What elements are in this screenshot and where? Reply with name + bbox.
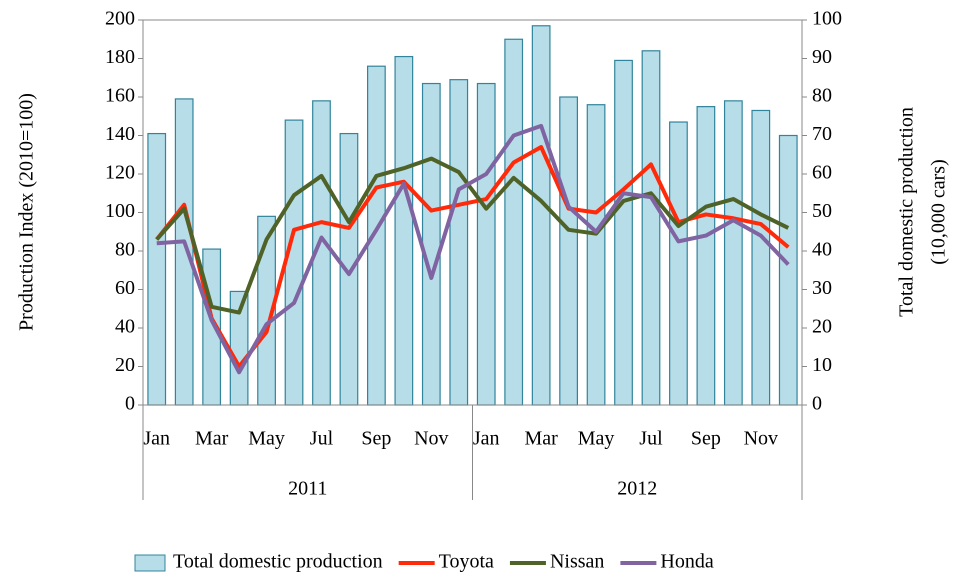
x-tick-label: Mar [195, 428, 229, 450]
y-tick-label: 40 [115, 316, 135, 338]
y-tick-label: 180 [105, 46, 135, 68]
y-tick-label: 20 [115, 354, 135, 376]
bar [586, 104, 606, 406]
y2-tick-label: 90 [812, 46, 832, 68]
x-tick-label: Sep [691, 428, 721, 450]
bar [531, 25, 551, 406]
bar [367, 65, 386, 406]
y-tick-label: 140 [105, 123, 135, 145]
y-tick-label: 160 [105, 85, 135, 107]
y-tick-label: 200 [105, 8, 135, 30]
x-tick-label: May [578, 428, 615, 450]
x-tick-label: Sep [361, 428, 391, 450]
bar [421, 82, 441, 406]
y-tick-label: 120 [105, 162, 135, 184]
x-tick-label: Jan [143, 428, 170, 450]
group-label: 2012 [617, 478, 657, 500]
bar [394, 55, 414, 406]
y-axis-title: Production Index (2010=100) [16, 93, 38, 331]
bar [339, 132, 359, 406]
bar [147, 132, 167, 406]
y2-axis-title: Total domestic production [896, 107, 918, 317]
y2-tick-label: 30 [812, 277, 832, 299]
bar [476, 82, 496, 406]
bar [778, 134, 798, 406]
bar [174, 98, 194, 406]
legend-label: Toyota [439, 551, 494, 573]
bar [696, 106, 716, 406]
bar [614, 59, 633, 406]
line-series [156, 123, 790, 375]
legend-label: Nissan [550, 551, 604, 573]
bar [723, 100, 743, 406]
y2-tick-label: 60 [812, 162, 832, 184]
x-tick-label: Mar [524, 428, 558, 450]
y2-tick-label: 70 [812, 123, 832, 145]
x-tick-label: Jul [639, 428, 663, 450]
y2-tick-label: 0 [812, 393, 822, 415]
bar [504, 38, 524, 406]
y2-tick-label: 20 [812, 316, 832, 338]
y2-tick-label: 10 [812, 354, 832, 376]
y2-tick-label: 100 [812, 8, 842, 30]
y-tick-label: 100 [105, 200, 135, 222]
bar [449, 79, 469, 406]
y-tick-label: 60 [115, 277, 135, 299]
bar [559, 96, 578, 406]
x-tick-label: Nov [744, 428, 778, 450]
x-tick-label: May [248, 428, 285, 450]
x-tick-label: Jan [473, 428, 500, 450]
line-series [155, 156, 790, 315]
y-tick-label: 80 [115, 239, 135, 261]
bar [669, 121, 688, 406]
legend-label: Honda [660, 551, 713, 573]
group-label: 2011 [288, 478, 327, 500]
y2-tick-label: 50 [812, 200, 832, 222]
x-tick-label: Jul [310, 428, 334, 450]
y2-tick-label: 80 [812, 85, 832, 107]
x-tick-label: Nov [414, 428, 448, 450]
bar [641, 50, 661, 406]
y2-tick-label: 40 [812, 239, 832, 261]
bar [751, 109, 771, 406]
y-tick-label: 0 [125, 393, 135, 415]
legend-label: Total domestic production [173, 551, 383, 573]
bar [284, 119, 304, 406]
y2-axis-title: (10,000 cars) [928, 159, 950, 265]
legend-swatch [134, 554, 166, 572]
